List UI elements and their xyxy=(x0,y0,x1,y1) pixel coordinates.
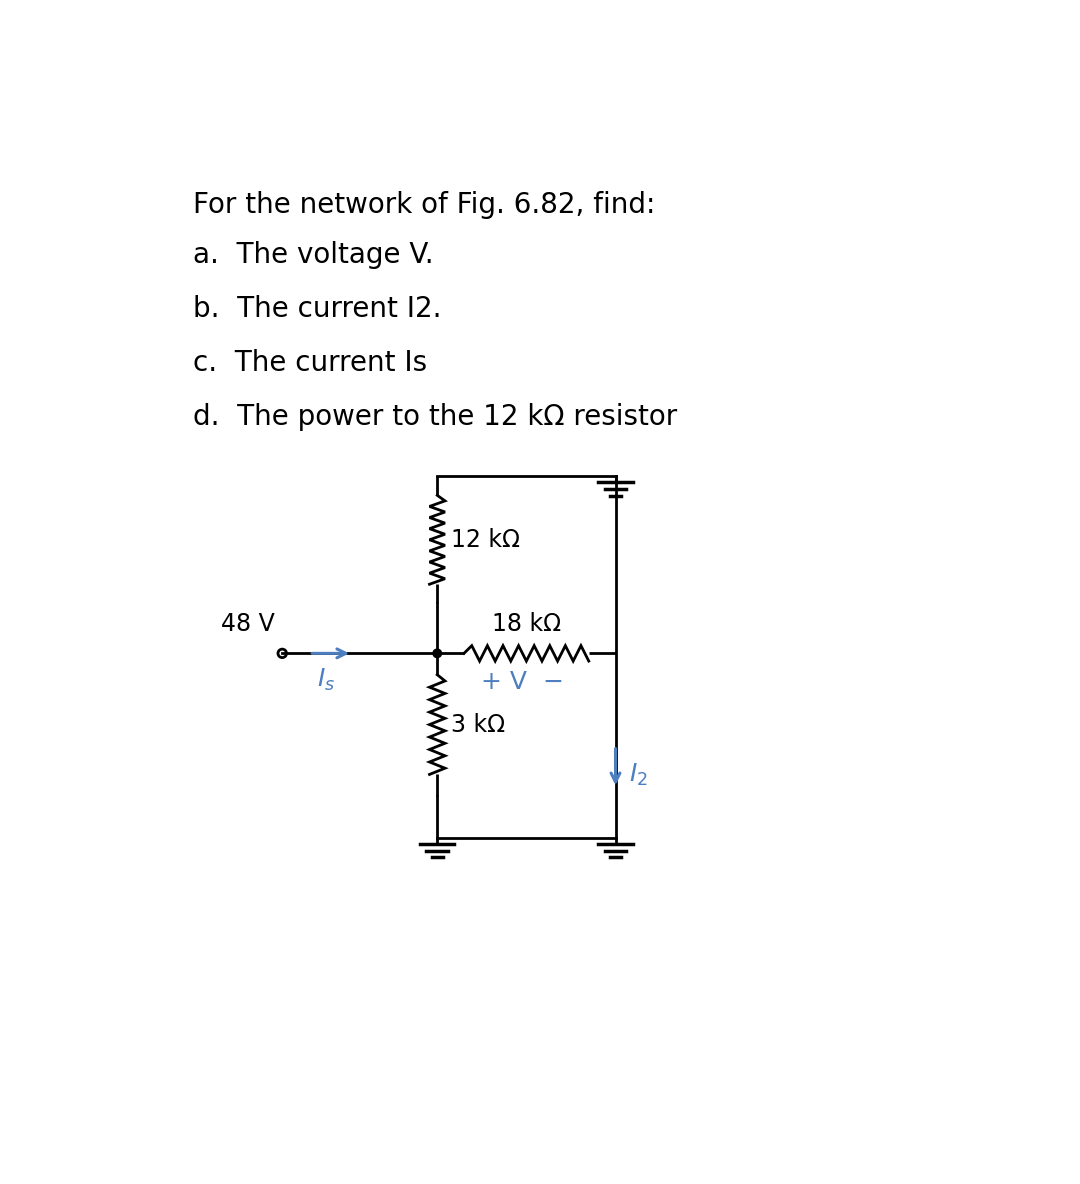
Text: + V  −: + V − xyxy=(481,670,564,694)
Text: $I_2$: $I_2$ xyxy=(630,761,648,787)
Text: $I_s$: $I_s$ xyxy=(318,668,335,694)
Text: 48 V: 48 V xyxy=(220,612,274,637)
Text: 3 kΩ: 3 kΩ xyxy=(451,713,505,736)
Circle shape xyxy=(433,649,442,657)
Text: 12 kΩ: 12 kΩ xyxy=(451,528,521,552)
Text: b.  The current I2.: b. The current I2. xyxy=(193,295,442,323)
Text: c.  The current Is: c. The current Is xyxy=(193,349,428,378)
Text: a.  The voltage V.: a. The voltage V. xyxy=(193,242,434,270)
Text: 18 kΩ: 18 kΩ xyxy=(491,612,561,637)
Text: d.  The power to the 12 kΩ resistor: d. The power to the 12 kΩ resistor xyxy=(193,403,677,431)
Text: For the network of Fig. 6.82, find:: For the network of Fig. 6.82, find: xyxy=(193,192,656,219)
